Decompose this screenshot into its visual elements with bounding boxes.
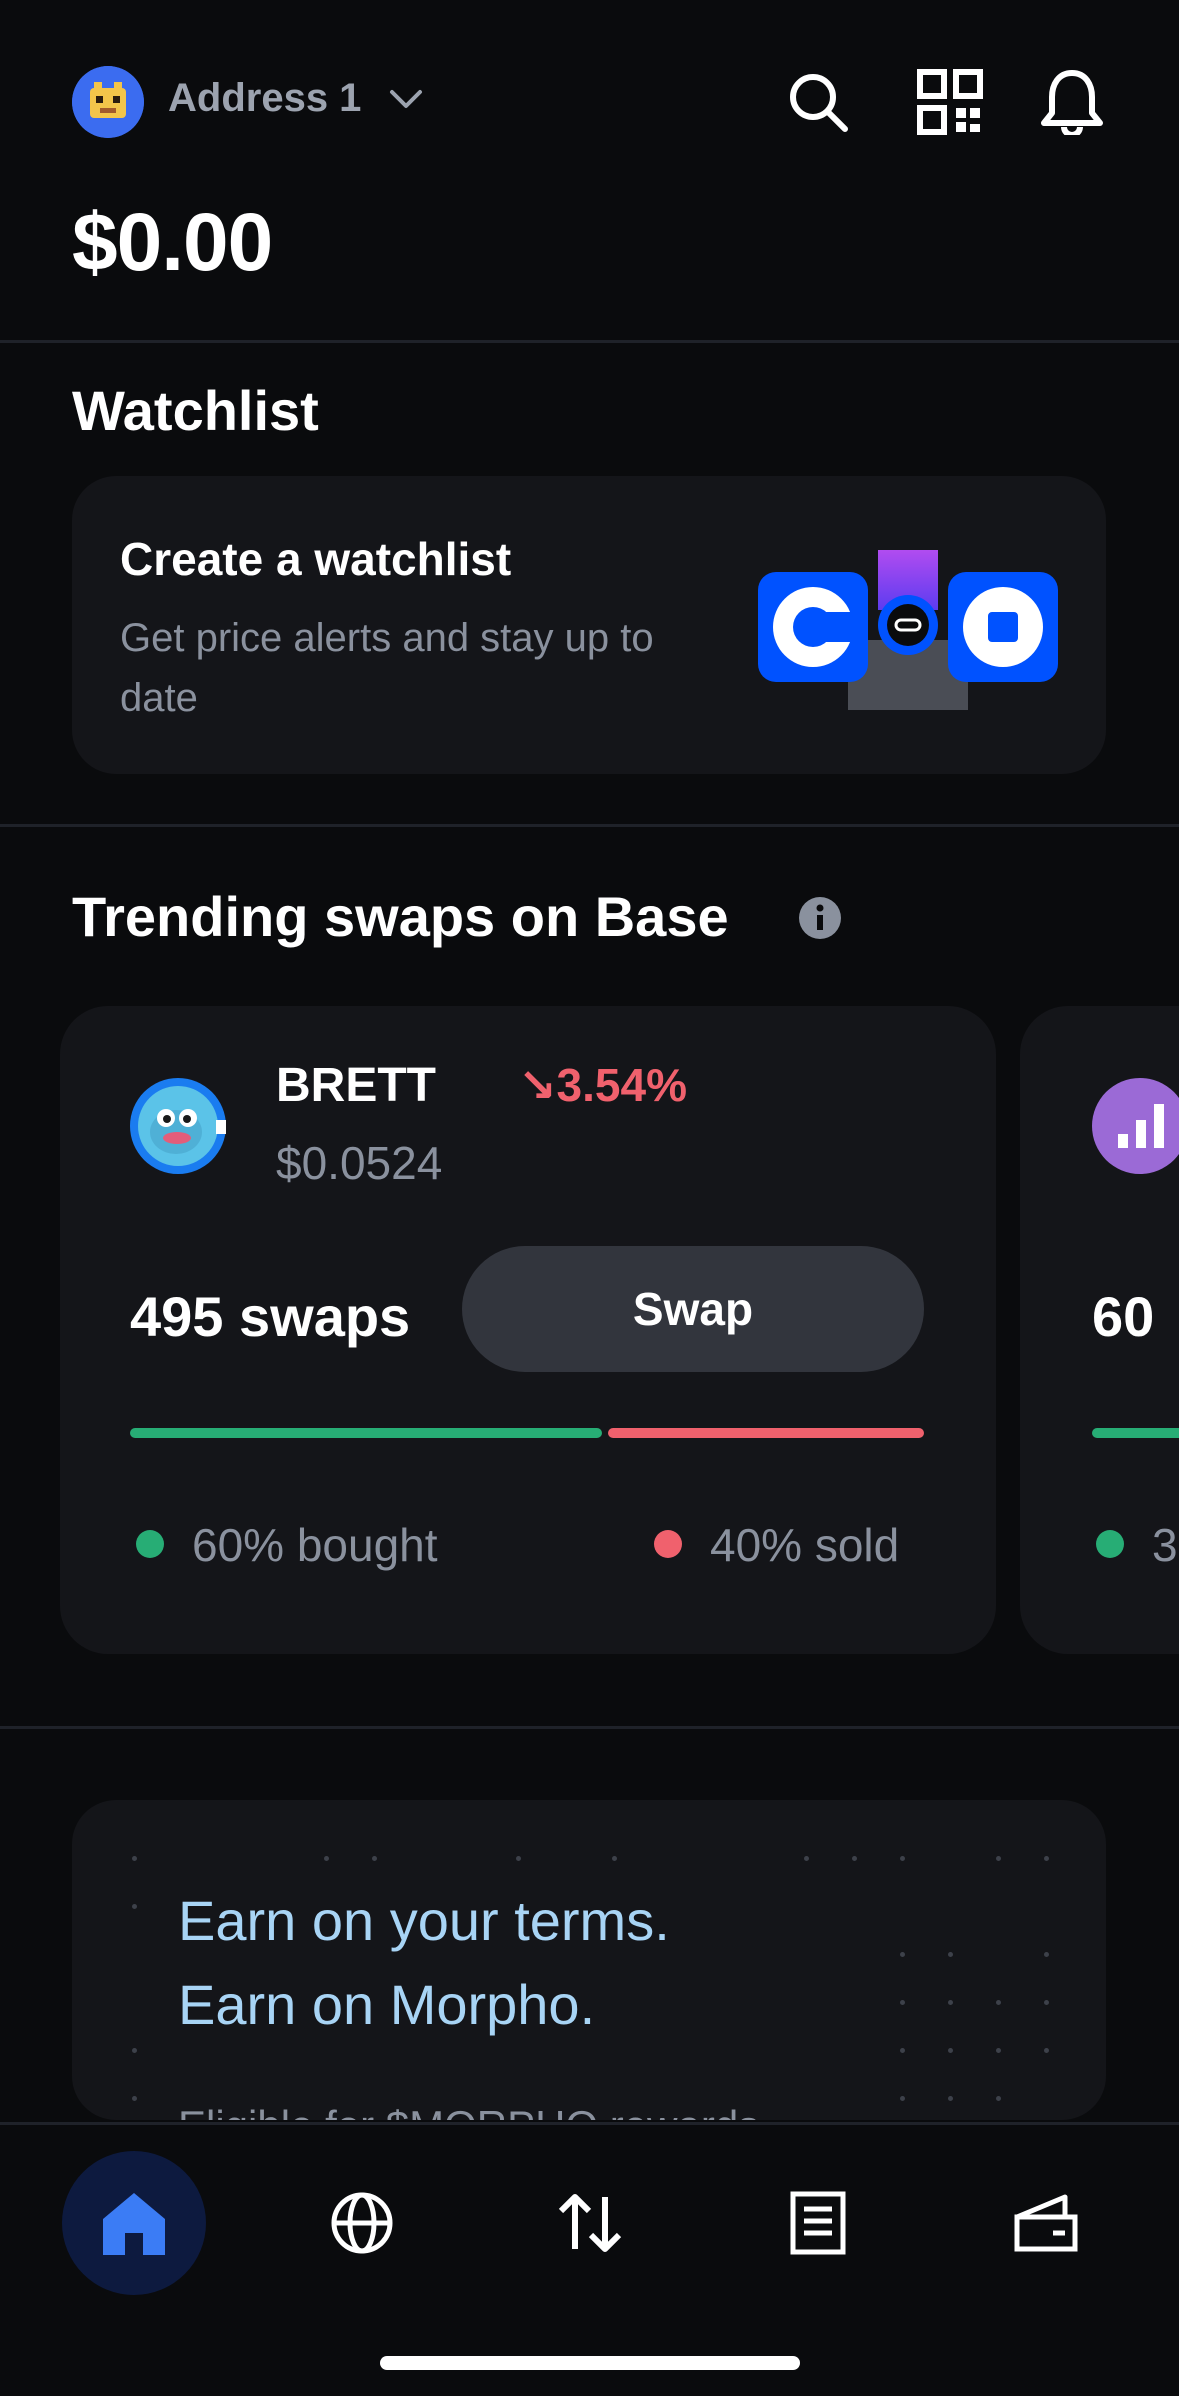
bell-icon[interactable]: [1032, 62, 1112, 142]
promo-subtitle: Eligible for $MORPHO rewards: [178, 2102, 759, 2120]
decorative-dot: [132, 2096, 137, 2101]
decorative-dot: [132, 1856, 137, 1861]
decorative-dot: [948, 2000, 953, 2005]
decorative-dot: [948, 2096, 953, 2101]
swap-count: 60: [1092, 1285, 1155, 1348]
decorative-dot: [1044, 2048, 1049, 2053]
watchlist-card-subtitle: Get price alerts and stay up to date: [120, 616, 654, 720]
sold-label: 40% sold: [710, 1519, 900, 1571]
brett-token-icon: [130, 1078, 226, 1174]
decorative-dot: [516, 1856, 521, 1861]
decorative-dot: [900, 2096, 905, 2101]
qr-code-icon[interactable]: [910, 62, 990, 142]
decorative-dot: [948, 1952, 953, 1957]
sold-bar: [608, 1428, 924, 1438]
top-header: Address 1 $0.00: [0, 0, 1179, 342]
promo-headline-line2: Earn on Morpho.: [178, 1973, 596, 2036]
decorative-dot: [996, 1856, 1001, 1861]
total-balance: $0.00: [72, 197, 273, 288]
trending-swap-card[interactable]: 60 3: [1020, 1006, 1179, 1654]
bought-bar: [1092, 1428, 1179, 1438]
sold-dot: [654, 1530, 682, 1558]
price-change: ↘3.54%: [518, 1059, 687, 1111]
home-indicator: [380, 2356, 800, 2370]
decorative-dot: [996, 2000, 1001, 2005]
token-price: $0.0524: [276, 1137, 443, 1189]
bottom-nav: [0, 2122, 1179, 2396]
promo-headline-line1: Earn on your terms.: [178, 1889, 670, 1952]
info-icon[interactable]: [798, 896, 842, 940]
search-icon[interactable]: [778, 62, 858, 142]
bought-bar: [130, 1428, 602, 1438]
decorative-dot: [948, 2048, 953, 2053]
decorative-dot: [1044, 2000, 1049, 2005]
binoculars-illustration-icon: [758, 550, 1058, 710]
decorative-dot: [132, 1904, 137, 1909]
nav-home-icon[interactable]: [62, 2151, 206, 2295]
trending-swap-card[interactable]: BRETT ↘3.54% $0.0524 495 swaps Swap 60% …: [60, 1006, 996, 1654]
decorative-dot: [804, 1856, 809, 1861]
decorative-dot: [996, 2096, 1001, 2101]
nav-swap-arrows-icon[interactable]: [518, 2151, 662, 2295]
nav-globe-icon[interactable]: [290, 2151, 434, 2295]
decorative-dot: [372, 1856, 377, 1861]
nav-wallet-icon[interactable]: [974, 2151, 1118, 2295]
decorative-dot: [1044, 1856, 1049, 1861]
divider: [0, 824, 1179, 827]
create-watchlist-card[interactable]: Create a watchlist Get price alerts and …: [72, 476, 1106, 774]
swap-button[interactable]: Swap: [462, 1246, 924, 1372]
decorative-dot: [132, 2048, 137, 2053]
decorative-dot: [900, 2000, 905, 2005]
swap-count: 495 swaps: [130, 1285, 411, 1348]
watchlist-card-title: Create a watchlist: [120, 533, 512, 585]
decorative-dot: [900, 1952, 905, 1957]
bought-dot: [1096, 1530, 1124, 1558]
decorative-dot: [852, 1856, 857, 1861]
bought-dot: [136, 1530, 164, 1558]
decorative-dot: [900, 1856, 905, 1861]
divider: [0, 340, 1179, 343]
decorative-dot: [996, 2048, 1001, 2053]
watchlist-section-title: Watchlist: [72, 379, 319, 442]
morpho-promo-card[interactable]: Earn on your terms. Earn on Morpho. Elig…: [72, 1800, 1106, 2120]
account-avatar[interactable]: [72, 66, 144, 138]
account-name[interactable]: Address 1: [168, 76, 362, 120]
token-chart-icon: [1092, 1078, 1179, 1174]
decorative-dot: [1044, 1952, 1049, 1957]
chevron-down-icon[interactable]: [388, 84, 424, 114]
bought-label: 3: [1152, 1519, 1178, 1571]
bought-label: 60% bought: [192, 1519, 438, 1571]
divider: [0, 1726, 1179, 1729]
token-name: BRETT: [276, 1059, 436, 1112]
decorative-dot: [324, 1856, 329, 1861]
trending-section-title: Trending swaps on Base: [72, 885, 729, 948]
decorative-dot: [900, 2048, 905, 2053]
decorative-dot: [612, 1856, 617, 1861]
nav-document-icon[interactable]: [746, 2151, 890, 2295]
